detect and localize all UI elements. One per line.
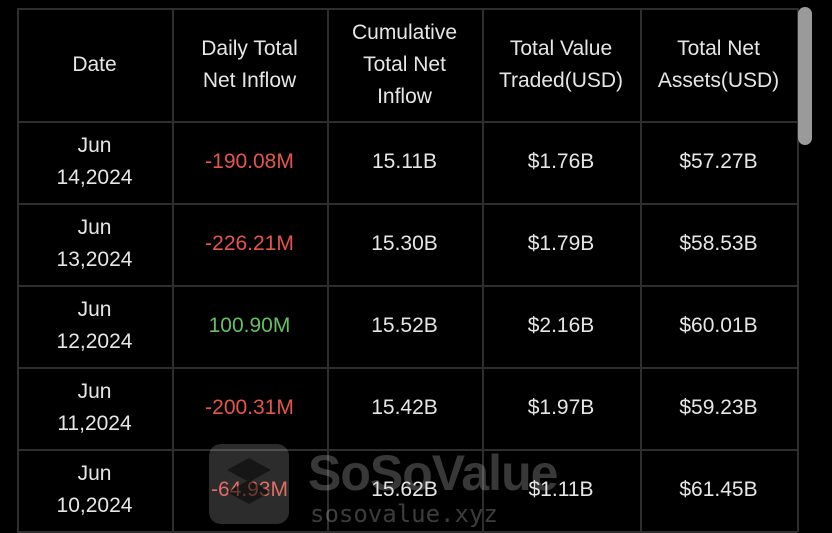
- table-cell: -190.08M: [205, 150, 294, 173]
- header-cell: Daily Total Net Inflow: [172, 8, 327, 121]
- watermark-brand: SoSoValue: [308, 445, 558, 501]
- table-cell: $1.79B: [527, 232, 595, 255]
- cell-line: 12,2024: [56, 330, 133, 353]
- cell-line: Total Net: [677, 36, 760, 60]
- header-cell: Total Net Assets(USD): [640, 8, 797, 121]
- table-cell: $2.16B: [527, 314, 595, 337]
- table-cell: 15.11B: [372, 150, 437, 173]
- cell-line: Jun: [77, 462, 112, 485]
- table-cell: -226.21M: [205, 232, 294, 255]
- table-cell: Jun 13,2024: [17, 203, 172, 285]
- table-cell: $1.11B: [528, 478, 594, 501]
- cell-line: 13,2024: [56, 248, 133, 271]
- table-cell: $1.76B: [527, 150, 595, 173]
- table-cell: $58.53B: [679, 232, 758, 255]
- table-cell: $57.27B: [679, 150, 758, 173]
- table-cell: 100.90M: [208, 314, 291, 337]
- header-cell: Total Value Traded(USD): [482, 8, 640, 121]
- cell-line: Inflow: [377, 84, 432, 108]
- cell-line: Total Net: [363, 52, 446, 76]
- table-cell: $59.23B: [679, 396, 758, 419]
- table-cell: $61.45B: [679, 478, 758, 501]
- table-cell: 15.30B: [371, 232, 438, 255]
- table-cell: Jun 12,2024: [17, 285, 172, 367]
- cell-line: 10,2024: [56, 494, 133, 517]
- cell-line: Jun: [77, 134, 112, 157]
- column-divider: [172, 8, 174, 532]
- row-divider: [17, 367, 797, 369]
- table-cell: $60.01B: [679, 314, 758, 337]
- scrollbar-thumb[interactable]: [798, 7, 812, 145]
- cell-line: Jun: [77, 380, 112, 403]
- cell-line: 14,2024: [56, 166, 133, 189]
- watermark-url: sosovalue.xyz: [310, 500, 498, 528]
- column-divider: [640, 8, 642, 532]
- cell-line: Daily Total: [201, 36, 298, 60]
- header-cell: Cumulative Total Net Inflow: [327, 8, 482, 121]
- column-divider: [797, 8, 799, 532]
- cell-line: Total Value: [509, 36, 613, 60]
- table-cell: 15.62B: [371, 478, 438, 501]
- cell-line: Jun: [77, 216, 112, 239]
- cell-line: Net Inflow: [202, 68, 297, 92]
- table-cell: Jun 11,2024: [17, 367, 172, 449]
- table-cell: Jun 14,2024: [17, 121, 172, 203]
- column-divider: [17, 8, 19, 532]
- cell-line: 11,2024: [57, 412, 132, 435]
- row-divider: [17, 449, 797, 451]
- header-divider: [17, 121, 797, 123]
- table-cell: 15.42B: [371, 396, 438, 419]
- row-divider: [17, 203, 797, 205]
- top-border: [17, 8, 797, 10]
- column-divider: [482, 8, 484, 532]
- cell-line: Cumulative: [351, 20, 458, 44]
- table-cell: $1.97B: [527, 396, 595, 419]
- header-cell: Date: [17, 8, 172, 121]
- row-divider: [17, 285, 797, 287]
- table-cell: 15.52B: [371, 314, 438, 337]
- cell-line: Traded(USD): [498, 68, 624, 92]
- cell-line: Jun: [77, 298, 112, 321]
- cell-line: Date: [72, 52, 117, 76]
- column-divider: [327, 8, 329, 532]
- watermark-logo: [209, 444, 289, 524]
- table-cell: Jun 10,2024: [17, 449, 172, 531]
- table-cell: -200.31M: [205, 396, 294, 419]
- cell-line: Assets(USD): [657, 68, 780, 92]
